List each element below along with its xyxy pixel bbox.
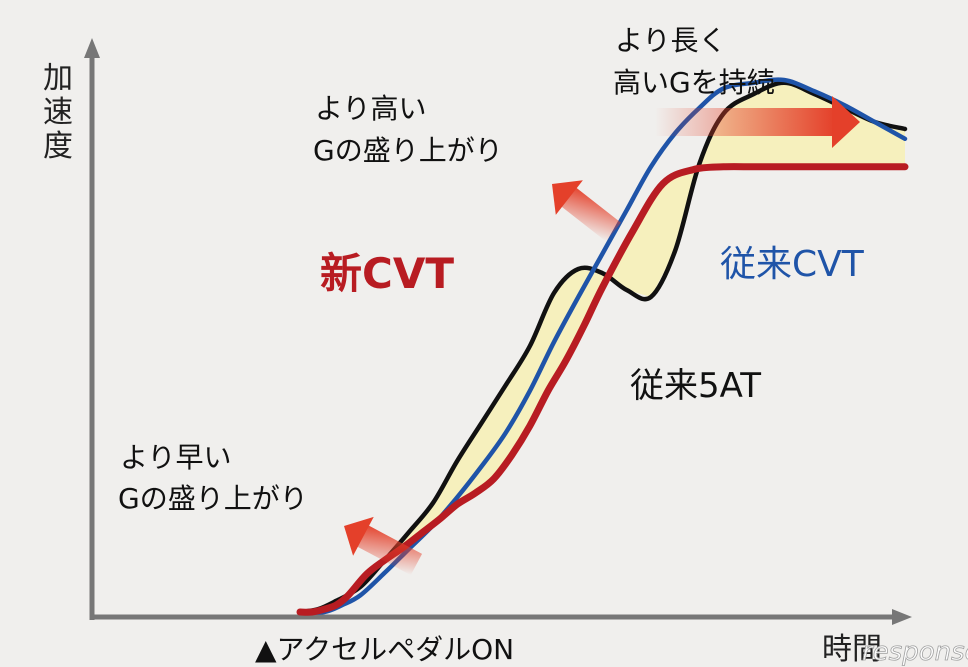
legend-label-old-5at: 従来5AT (630, 366, 761, 406)
annotation-sustain-line1: より長く (615, 24, 726, 57)
y-axis-label-1: 加 (43, 61, 73, 96)
x-axis-arrow (892, 609, 912, 625)
series-line-new-cvt (296, 163, 909, 616)
arrow-sustain (655, 96, 860, 148)
arrow-earlier (344, 516, 423, 576)
x-marker-label: ▲アクセルペダルON (255, 633, 514, 666)
y-axis-label-3: 度 (43, 129, 73, 164)
series-line-old-cvt (297, 77, 908, 615)
annotation-earlier-line2: Gの盛り上がり (118, 482, 308, 515)
annotation-sustain-line2: 高いGを持続 (613, 66, 775, 99)
improvement-band (300, 82, 905, 613)
x-axis-label: 時間 (822, 632, 882, 667)
watermark: response. (862, 637, 968, 667)
y-axis-arrow (84, 38, 100, 58)
annotation-higher-line2: Gの盛り上がり (313, 134, 503, 167)
legend-label-old-cvt: 従来CVT (720, 244, 865, 285)
axes (84, 38, 912, 625)
annotation-earlier-line1: より早い (120, 441, 231, 474)
annotation-higher-line1: より高い (315, 92, 426, 125)
legend-label-new-cvt: 新CVT (320, 249, 454, 298)
arrow-higher (552, 180, 621, 242)
y-axis-label-2: 速 (43, 95, 73, 130)
